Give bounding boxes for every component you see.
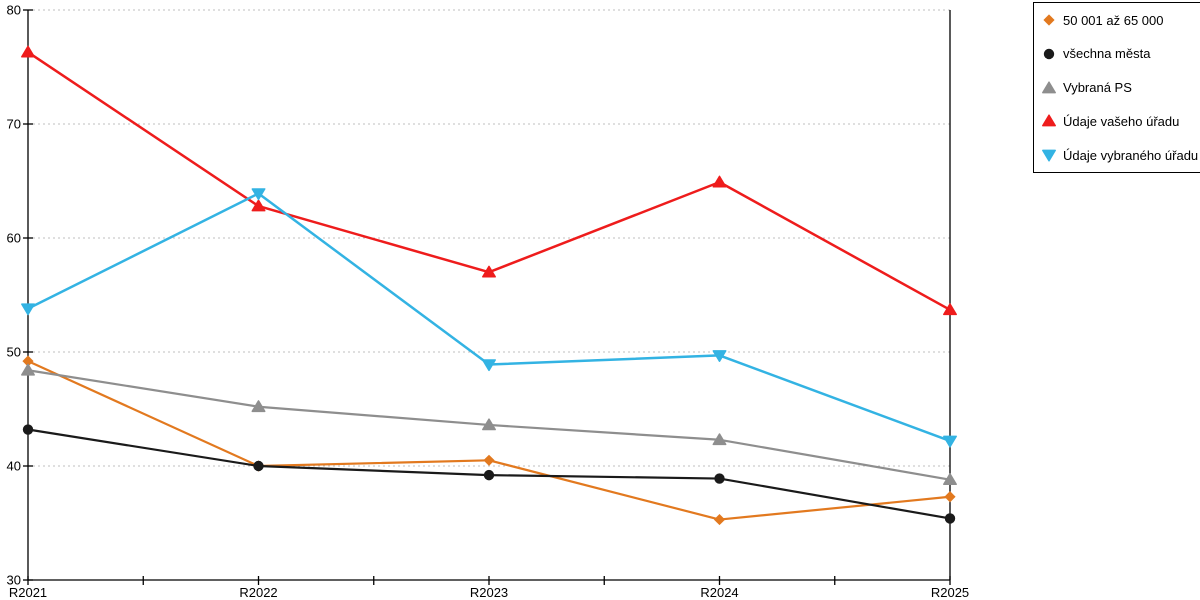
chart-legend: 50 001 až 65 000 všechna města Vybraná PS Ú… [1033, 2, 1200, 173]
y-tick-label: 50 [7, 345, 21, 360]
y-tick-label: 40 [7, 459, 21, 474]
triangle-down-marker-icon [1042, 149, 1056, 162]
gridlines [28, 9, 950, 467]
legend-item-2: Vybraná PS [1042, 80, 1200, 95]
series-0 [22, 355, 956, 526]
y-tick-label: 70 [7, 117, 21, 132]
x-tick-label: R2021 [9, 585, 47, 600]
legend-label: Vybraná PS [1063, 80, 1132, 95]
y-tick-label: 60 [7, 231, 21, 246]
y-axis-ticks: 30 40 50 60 70 80 [7, 3, 33, 588]
y-tick-label: 80 [7, 3, 21, 18]
x-axis-ticks: R2021 R2022 R2023 R2024 R2025 [9, 576, 969, 600]
diamond-marker-icon [1043, 14, 1055, 26]
x-tick-label: R2022 [239, 585, 277, 600]
legend-item-4: Údaje vybraného úřadu [1042, 148, 1200, 162]
series-4 [21, 188, 957, 448]
x-tick-label: R2024 [700, 585, 738, 600]
x-tick-label: R2025 [931, 585, 969, 600]
legend-label: 50 001 až 65 000 [1063, 12, 1164, 28]
series-1 [22, 424, 956, 524]
triangle-up-marker-icon [1042, 114, 1056, 127]
series-3 [21, 45, 957, 316]
legend-item-3: Údaje vašeho úřadu [1042, 114, 1200, 128]
legend-item-0: 50 001 až 65 000 [1042, 13, 1200, 27]
triangle-up-marker-icon [1042, 80, 1056, 93]
x-tick-label: R2023 [470, 585, 508, 600]
legend-label: všechna města [1063, 46, 1151, 62]
circle-marker-icon [1043, 48, 1055, 59]
legend-label: Údaje vybraného úřadu [1063, 147, 1199, 163]
y-tick-label: 30 [7, 573, 21, 588]
series-2 [21, 363, 957, 486]
legend-label: Údaje vašeho úřadu [1063, 113, 1180, 129]
legend-item-1: všechna města [1042, 47, 1200, 61]
